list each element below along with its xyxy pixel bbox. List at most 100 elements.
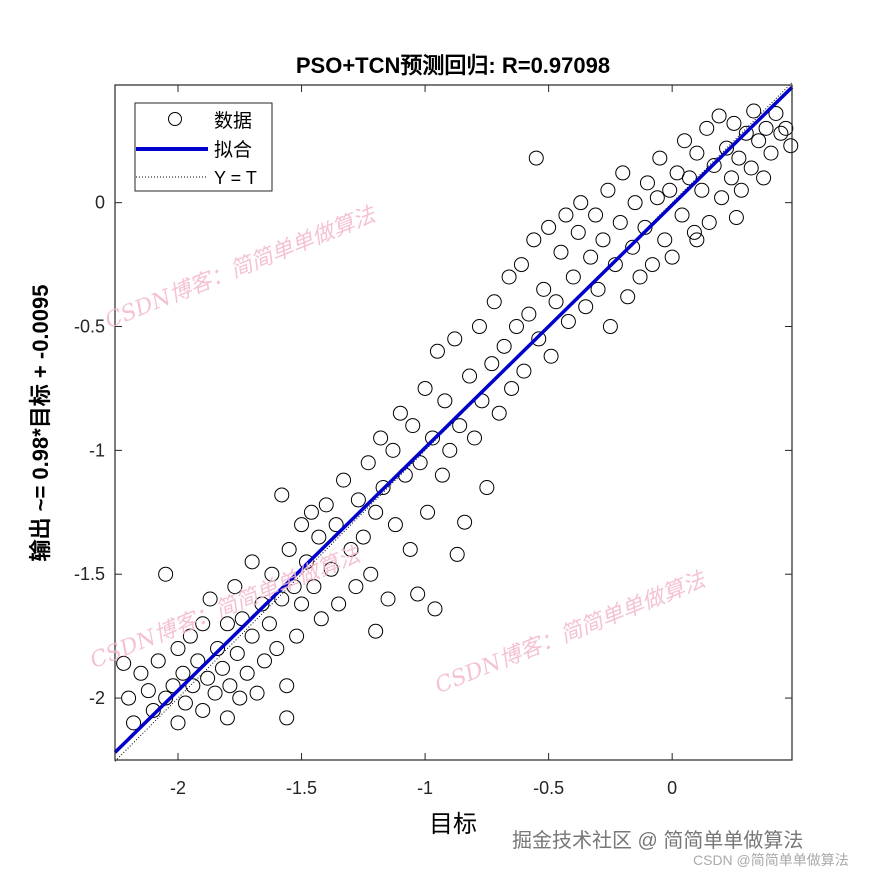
data-point (664, 249, 680, 265)
data-point (355, 529, 371, 545)
data-point (281, 541, 297, 557)
data-point (565, 269, 581, 285)
data-point (674, 207, 690, 223)
data-point (261, 616, 277, 632)
data-point (560, 314, 576, 330)
data-point (719, 140, 735, 156)
data-point (536, 281, 552, 297)
data-point (274, 487, 290, 503)
data-point (116, 655, 132, 671)
data-point (256, 653, 272, 669)
data-point (694, 182, 710, 198)
legend-label-data: 数据 (214, 110, 252, 132)
data-point (627, 195, 643, 211)
axis-ticks: -2 -1.5 -1 -0.5 0 0 -0.5 -1 -1.5 -2 (74, 85, 792, 798)
data-point (254, 596, 270, 612)
data-point (182, 628, 198, 644)
data-point (385, 442, 401, 458)
data-point (462, 368, 478, 384)
data-point (318, 497, 334, 513)
data-point (479, 480, 495, 496)
data-point (711, 108, 727, 124)
data-point (298, 554, 314, 570)
x-tick-label: 0 (667, 778, 677, 798)
data-point (602, 319, 618, 335)
data-point (553, 244, 569, 260)
data-point (733, 182, 749, 198)
data-point (496, 338, 512, 354)
data-point (311, 529, 327, 545)
data-point (214, 660, 230, 676)
data-point (501, 269, 517, 285)
chart-title: PSO+TCN预测回归: R=0.97098 (296, 53, 610, 78)
data-point (457, 514, 473, 530)
data-point (743, 160, 759, 176)
y-tick-label: 0 (95, 193, 105, 213)
data-point (219, 710, 235, 726)
data-point (170, 641, 186, 657)
data-point (387, 517, 403, 533)
fit-line (113, 86, 794, 754)
data-point (368, 504, 384, 520)
data-point (578, 299, 594, 315)
data-point (595, 232, 611, 248)
data-point (368, 623, 384, 639)
data-point (427, 601, 443, 617)
data-point (158, 566, 174, 582)
data-point (239, 665, 255, 681)
data-point (294, 517, 310, 533)
data-point (227, 579, 243, 595)
data-point (763, 145, 779, 161)
data-point (491, 405, 507, 421)
data-point (607, 257, 623, 273)
data-point (229, 645, 245, 661)
legend-label-identity: Y = T (214, 168, 257, 188)
data-point (420, 504, 436, 520)
data-point (202, 591, 218, 607)
data-point (442, 442, 458, 458)
data-point (531, 331, 547, 347)
data-point (467, 430, 483, 446)
legend: 数据 拟合 Y = T (134, 102, 273, 192)
data-point (548, 294, 564, 310)
data-point (279, 710, 295, 726)
data-point (756, 170, 772, 186)
data-point (612, 214, 628, 230)
data-point (348, 579, 364, 595)
data-point (269, 641, 285, 657)
data-point (350, 492, 366, 508)
data-point (175, 665, 191, 681)
data-point (380, 591, 396, 607)
y-tick-label: -2 (89, 688, 105, 708)
data-point (706, 158, 722, 174)
plot-frame (114, 84, 793, 761)
data-point (726, 115, 742, 131)
data-point (289, 628, 305, 644)
data-point (424, 430, 440, 446)
data-point (375, 480, 391, 496)
data-point (434, 467, 450, 483)
data-point (195, 616, 211, 632)
data-point (637, 219, 653, 235)
data-point (526, 232, 542, 248)
data-point (200, 670, 216, 686)
data-point (402, 541, 418, 557)
data-point (264, 566, 280, 582)
data-point (323, 561, 339, 577)
data-point (185, 678, 201, 694)
data-point (306, 579, 322, 595)
x-tick-label: -1.5 (286, 778, 317, 798)
data-point (279, 678, 295, 694)
data-point (714, 190, 730, 206)
data-point (429, 343, 445, 359)
data-point (410, 586, 426, 602)
x-tick-label: -0.5 (533, 778, 564, 798)
data-point (486, 294, 502, 310)
data-point (207, 685, 223, 701)
data-point (699, 120, 715, 136)
data-point (615, 165, 631, 181)
data-point (121, 690, 137, 706)
data-point (625, 239, 641, 255)
data-point (447, 331, 463, 347)
data-point (452, 418, 468, 434)
